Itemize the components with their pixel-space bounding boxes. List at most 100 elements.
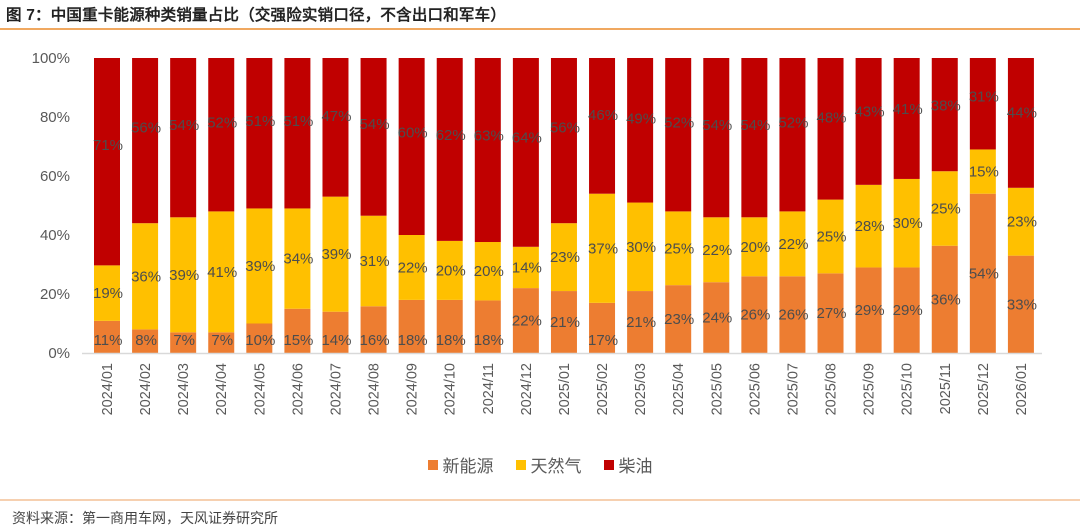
x-tick-label: 2025/07 (785, 363, 801, 415)
bar-segment-diesel (360, 58, 387, 216)
data-label-new-energy: 26% (740, 307, 770, 324)
data-label-new-energy: 29% (855, 302, 885, 319)
data-label-natural-gas: 15% (969, 164, 999, 181)
bar-segment-new-energy (512, 288, 539, 353)
bar-segment-natural-gas (246, 208, 273, 324)
data-label-diesel: 71% (93, 137, 123, 154)
data-label-natural-gas: 20% (740, 239, 770, 256)
data-label-natural-gas: 22% (778, 236, 808, 253)
bar-segment-natural-gas (627, 202, 654, 292)
legend-label: 新能源 (442, 457, 494, 476)
x-tick-label: 2025/04 (671, 363, 687, 415)
data-label-diesel: 56% (131, 119, 161, 136)
stacked-bar-chart: 0% 20% 40% 60% 80% 100% 11% 19% 71% 8% 36% 56% 7% 39… (32, 50, 1042, 415)
legend-label: 天然气 (530, 457, 582, 476)
x-tick-label: 2024/04 (214, 363, 230, 415)
footer-divider (0, 499, 1080, 501)
x-tick-label: 2026/01 (1014, 363, 1030, 415)
bar-segment-natural-gas (855, 184, 882, 268)
data-label-diesel: 52% (207, 114, 237, 131)
bar-segment-new-energy (665, 285, 692, 353)
bar-segment-diesel (132, 58, 159, 224)
bar-segment-diesel (931, 58, 958, 172)
x-tick-label: 2025/10 (900, 363, 916, 415)
bar-segment-natural-gas (817, 199, 844, 274)
data-label-diesel: 51% (283, 113, 313, 130)
data-label-natural-gas: 19% (93, 285, 123, 302)
bar-segment-natural-gas (741, 217, 768, 277)
data-label-new-energy: 36% (931, 291, 961, 308)
data-label-diesel: 47% (321, 108, 351, 125)
bar-segment-new-energy (132, 329, 159, 353)
bar-segment-natural-gas (474, 242, 501, 301)
data-label-natural-gas: 39% (245, 258, 275, 275)
data-label-natural-gas: 37% (588, 240, 618, 257)
bar-segment-new-energy (589, 302, 616, 353)
data-label-natural-gas: 25% (931, 200, 961, 217)
bar-segment-new-energy (703, 282, 730, 353)
bar-segment-diesel (208, 58, 235, 212)
data-labels-group: 11% 19% 71% 8% 36% 56% 7% 39% 54% 7% 41% 52% 10% 39% 5… (93, 88, 1037, 349)
x-axis: 2024/01 2024/02 2024/03 2024/04 2024/05 2024/… (100, 363, 1030, 415)
y-tick-label: 100% (32, 50, 70, 67)
data-label-natural-gas: 22% (398, 259, 428, 276)
data-label-new-energy: 10% (245, 332, 275, 349)
bar-segment-diesel (1007, 58, 1034, 188)
bar-segment-new-energy (741, 276, 768, 353)
x-tick-label: 2025/06 (747, 363, 763, 415)
bar-segment-natural-gas (703, 217, 730, 283)
data-label-new-energy: 29% (893, 302, 923, 319)
bar-segment-diesel (855, 58, 882, 185)
legend-swatch-natural-gas (515, 459, 526, 470)
bar-segment-natural-gas (436, 240, 463, 300)
bar-segment-new-energy (969, 193, 996, 353)
bar-segment-new-energy (1007, 255, 1034, 353)
data-label-new-energy: 54% (969, 265, 999, 282)
y-tick-label: 40% (40, 227, 70, 244)
data-label-diesel: 54% (740, 117, 770, 134)
bar-segment-new-energy (779, 276, 806, 353)
bar-segment-diesel (398, 58, 425, 235)
bar-segment-new-energy (284, 308, 311, 353)
x-tick-label: 2024/02 (138, 363, 154, 415)
bar-segment-natural-gas (322, 196, 349, 312)
data-label-diesel: 48% (817, 109, 847, 126)
x-tick-label: 2025/03 (633, 363, 649, 415)
x-tick-label: 2024/10 (443, 363, 459, 415)
data-label-natural-gas: 39% (321, 246, 351, 263)
data-label-new-energy: 18% (436, 332, 466, 349)
data-label-new-energy: 16% (360, 332, 390, 349)
data-label-natural-gas: 25% (664, 240, 694, 257)
bar-segment-natural-gas (931, 171, 958, 246)
bar-segment-diesel (322, 58, 349, 197)
data-label-new-energy: 17% (588, 332, 618, 349)
source-note: 资料来源：第一商用车网，天风证券研究所 (12, 510, 278, 526)
bar-segment-natural-gas (94, 265, 120, 321)
legend-item-diesel: 柴油 (603, 452, 653, 477)
data-label-new-energy: 26% (778, 307, 808, 324)
data-label-diesel: 56% (550, 119, 580, 136)
legend-swatch-diesel (603, 459, 614, 470)
bar-segment-new-energy (893, 267, 920, 353)
legend-label: 柴油 (618, 457, 653, 476)
data-label-new-energy: 7% (173, 332, 195, 349)
data-label-new-energy: 21% (626, 314, 656, 331)
bar-segment-diesel (703, 58, 730, 218)
bar-segment-natural-gas (589, 193, 616, 303)
data-label-natural-gas: 34% (283, 251, 313, 268)
data-label-natural-gas: 14% (512, 259, 542, 276)
bar-segment-new-energy (360, 306, 387, 353)
data-label-diesel: 51% (245, 113, 275, 130)
data-label-new-energy: 14% (321, 332, 351, 349)
bar-segment-diesel (893, 58, 920, 179)
x-tick-label: 2025/08 (824, 363, 840, 415)
bar-segment-diesel (512, 58, 539, 247)
x-tick-label: 2025/02 (595, 363, 611, 415)
data-label-natural-gas: 30% (626, 239, 656, 256)
x-tick-label: 2024/12 (519, 363, 535, 415)
bar-segment-natural-gas (132, 223, 159, 330)
data-label-natural-gas: 30% (893, 215, 923, 232)
bar-segment-diesel (589, 58, 616, 194)
data-label-diesel: 31% (969, 88, 999, 105)
data-label-natural-gas: 41% (207, 264, 237, 281)
